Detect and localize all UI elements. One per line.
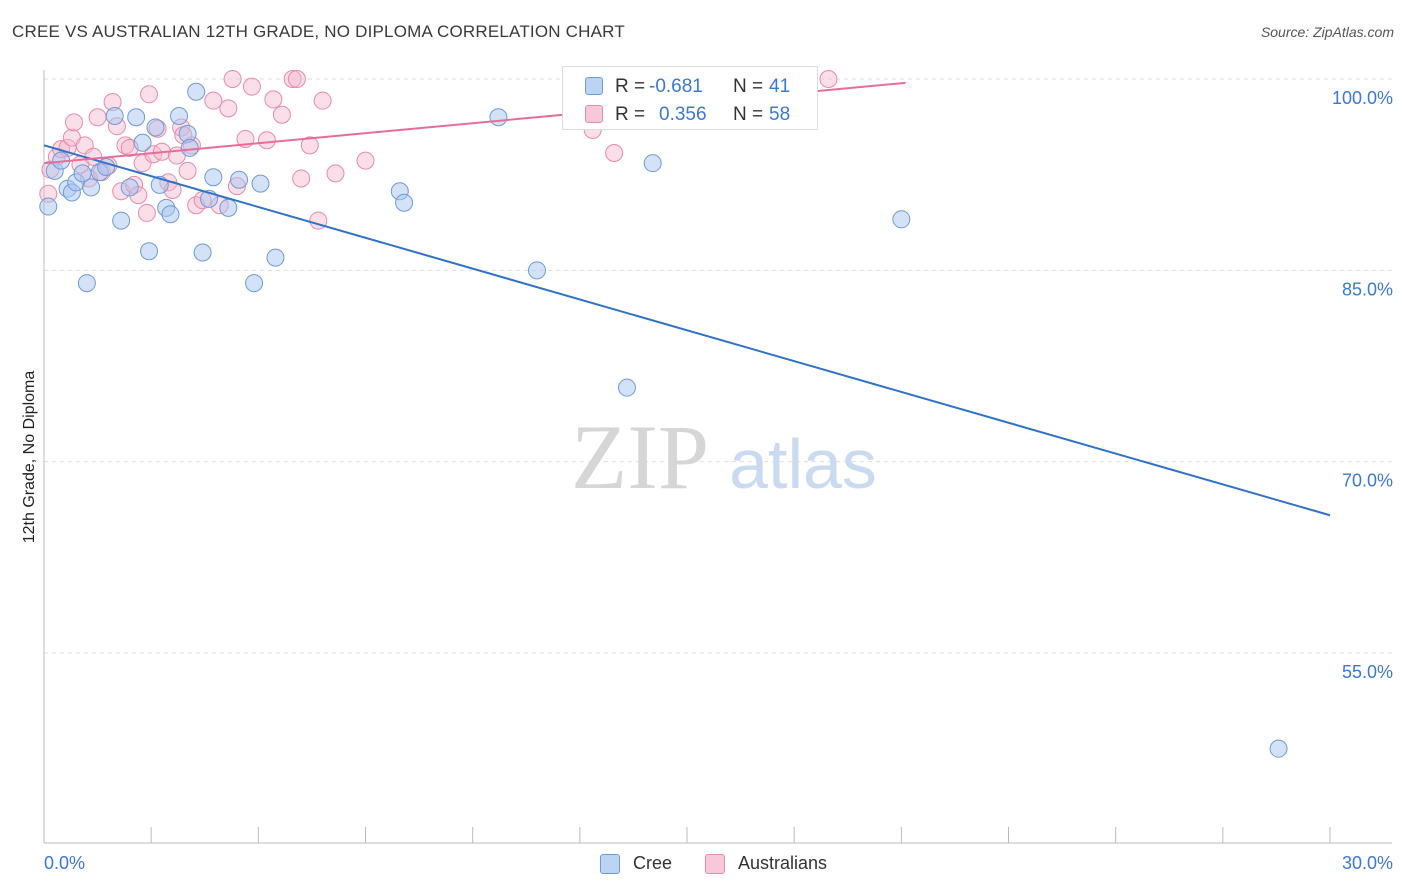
y-tick-label: 55.0% [1342, 662, 1393, 682]
australians-point [264, 90, 283, 109]
cree-point [643, 154, 662, 173]
australians-point [356, 151, 375, 170]
cree-point [230, 170, 249, 189]
cree-point [266, 248, 285, 267]
y-axis-label: 12th Grade, No Diploma [21, 370, 38, 544]
australians-point [313, 91, 332, 110]
cree-point [140, 242, 159, 261]
australians-n-label: N = [733, 104, 764, 125]
cree-point [193, 243, 212, 262]
australians-swatch [585, 105, 603, 123]
cree-point [120, 178, 139, 197]
australians-point [219, 99, 238, 118]
cree-n-label: N = [733, 76, 764, 97]
australians-point [88, 108, 107, 127]
cree-point [82, 178, 101, 197]
cree-point [77, 274, 96, 293]
cree-point [187, 82, 206, 101]
correlation-legend: R = -0.681 N = 41 R = 0.356 N = 58 [562, 66, 818, 130]
cree-point [527, 261, 546, 280]
source-label: Source: ZipAtlas.com [1260, 24, 1394, 40]
cree-point [617, 378, 636, 397]
cree-point [39, 197, 58, 216]
cree-r-label: R = [615, 76, 646, 97]
chart-title: CREE VS AUSTRALIAN 12TH GRADE, NO DIPLOM… [12, 22, 625, 41]
cree-r-value: -0.681 [649, 76, 703, 97]
y-tick-label: 70.0% [1342, 471, 1393, 491]
australians-point [292, 169, 311, 188]
cree-point [170, 106, 189, 125]
australians-legend-label: Australians [738, 853, 828, 873]
legend-row-cree: R = -0.681 N = 41 [563, 72, 817, 100]
watermark-atlas: atlas [729, 425, 877, 503]
cree-point [1269, 739, 1288, 758]
australians-point [137, 203, 156, 222]
legend-row-australians: R = 0.356 N = 58 [563, 100, 817, 128]
australians-point [819, 70, 838, 88]
cree-point [204, 168, 223, 187]
australians-r-value: 0.356 [659, 104, 707, 125]
cree-n-value: 41 [769, 76, 791, 97]
y-tick-label: 85.0% [1342, 279, 1393, 299]
australians-n-value: 58 [769, 104, 791, 125]
cree-point [395, 193, 414, 212]
x-tick-label: 30.0% [1342, 853, 1393, 873]
australians-point [287, 70, 306, 88]
australians-point [65, 113, 84, 132]
australians-r-label: R = [615, 104, 646, 125]
cree-point [892, 210, 911, 229]
cree-point [127, 108, 146, 127]
cree-point [219, 198, 238, 217]
australians-point [178, 161, 197, 180]
cree-point [105, 106, 124, 125]
cree-legend-label: Cree [633, 853, 673, 873]
cree-swatch [585, 77, 603, 95]
cree-point [245, 274, 264, 293]
y-tick-label: 100.0% [1332, 88, 1393, 108]
cree-point [180, 138, 199, 157]
watermark-zip: ZIP [571, 406, 709, 508]
x-tick-label: 0.0% [44, 853, 85, 873]
australians-point [257, 131, 276, 150]
australians-point [326, 164, 345, 183]
australians-point [272, 105, 291, 124]
cree-legend-swatch [600, 854, 620, 874]
australians-point [223, 70, 242, 88]
australians-point [300, 136, 319, 155]
cree-point [146, 118, 165, 137]
australians-point [242, 77, 261, 96]
australians-point [283, 70, 302, 88]
cree-point [112, 211, 131, 230]
australians-point [204, 91, 223, 110]
cree-point [251, 174, 270, 193]
australians-point [140, 85, 159, 104]
australians-point [605, 143, 624, 162]
cree-point [133, 133, 152, 152]
australians-legend-swatch [705, 854, 725, 874]
cree-point [161, 205, 180, 224]
cree-trend-line [43, 144, 1331, 517]
cree-point [489, 108, 508, 127]
